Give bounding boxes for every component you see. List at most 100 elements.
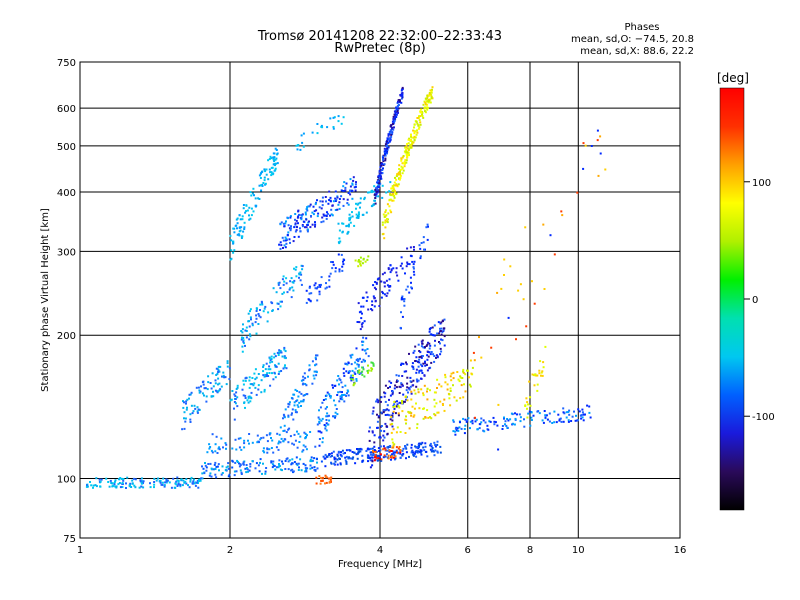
data-point [198, 389, 201, 392]
data-point [282, 417, 284, 420]
data-point [271, 310, 274, 312]
data-point [344, 452, 346, 454]
data-point [236, 384, 239, 387]
data-point [401, 92, 404, 94]
data-point [305, 301, 308, 304]
data-point [295, 400, 298, 403]
data-point [190, 476, 193, 479]
data-point [357, 302, 360, 305]
data-point [233, 470, 236, 473]
data-point [185, 482, 188, 485]
data-point [198, 478, 200, 481]
data-point [170, 486, 173, 489]
data-point [142, 482, 144, 485]
data-point [340, 253, 343, 256]
data-point [325, 286, 328, 289]
data-point [417, 391, 420, 394]
data-point [289, 227, 292, 230]
data-point [532, 414, 535, 417]
data-point [424, 360, 426, 363]
data-point [232, 242, 235, 245]
data-point [361, 370, 364, 373]
data-point [439, 342, 441, 345]
data-point [311, 131, 314, 134]
data-point [468, 383, 471, 386]
data-point [386, 446, 389, 449]
data-point [255, 314, 258, 317]
data-point [359, 201, 362, 204]
data-point [405, 419, 408, 422]
data-point [442, 404, 444, 406]
data-point [389, 193, 392, 196]
data-point [596, 129, 599, 132]
data-point [361, 366, 364, 369]
data-point [388, 414, 391, 417]
data-point [220, 473, 223, 476]
data-point [531, 280, 533, 283]
data-point [418, 356, 421, 359]
data-point [275, 446, 278, 449]
data-point [215, 476, 218, 479]
data-point [455, 429, 458, 432]
data-point [371, 464, 374, 467]
data-point [413, 132, 416, 135]
data-point [248, 469, 251, 472]
data-point [540, 371, 543, 374]
data-point [114, 480, 116, 483]
data-point [220, 385, 223, 388]
data-point [320, 283, 322, 286]
data-point [431, 88, 433, 91]
data-point [381, 223, 384, 226]
data-point [416, 380, 419, 383]
data-point [419, 123, 422, 126]
data-point [180, 478, 183, 481]
data-point [201, 477, 204, 480]
data-point [217, 368, 220, 371]
data-point [430, 97, 433, 100]
data-point [275, 157, 278, 160]
data-point [367, 355, 370, 358]
data-point [295, 462, 298, 465]
data-point [236, 233, 239, 236]
data-point [419, 111, 422, 114]
data-point [384, 400, 387, 403]
data-point [330, 261, 333, 263]
data-point [297, 462, 300, 465]
stats-line-x: mean, sd,X: 88.6, 22.2 [580, 46, 694, 57]
data-point [399, 386, 402, 389]
data-point [363, 360, 366, 363]
data-point [265, 168, 268, 171]
data-point [263, 451, 266, 454]
data-point [341, 269, 344, 272]
data-point [406, 156, 409, 158]
data-point [436, 355, 439, 358]
data-point [519, 416, 522, 419]
data-point [428, 330, 431, 333]
data-point [349, 178, 352, 181]
data-point [407, 387, 410, 390]
data-point [339, 462, 342, 465]
data-point [443, 327, 446, 330]
data-point [367, 460, 369, 463]
data-point [476, 428, 479, 431]
data-point [301, 400, 304, 403]
data-point [471, 366, 474, 369]
data-point [336, 394, 339, 396]
data-point [333, 116, 336, 119]
data-point [513, 423, 516, 426]
data-point [401, 162, 404, 165]
data-point [291, 286, 294, 289]
data-point [242, 337, 245, 339]
data-point [287, 231, 290, 234]
data-point [526, 401, 529, 404]
data-point [536, 383, 539, 386]
data-point [398, 168, 401, 170]
data-point [389, 271, 392, 274]
data-point [376, 420, 379, 423]
data-point [245, 210, 247, 213]
data-point [390, 450, 393, 452]
data-point [249, 191, 252, 194]
y-tick-label: 300 [57, 247, 76, 258]
data-point [332, 116, 335, 119]
data-point [433, 355, 436, 357]
